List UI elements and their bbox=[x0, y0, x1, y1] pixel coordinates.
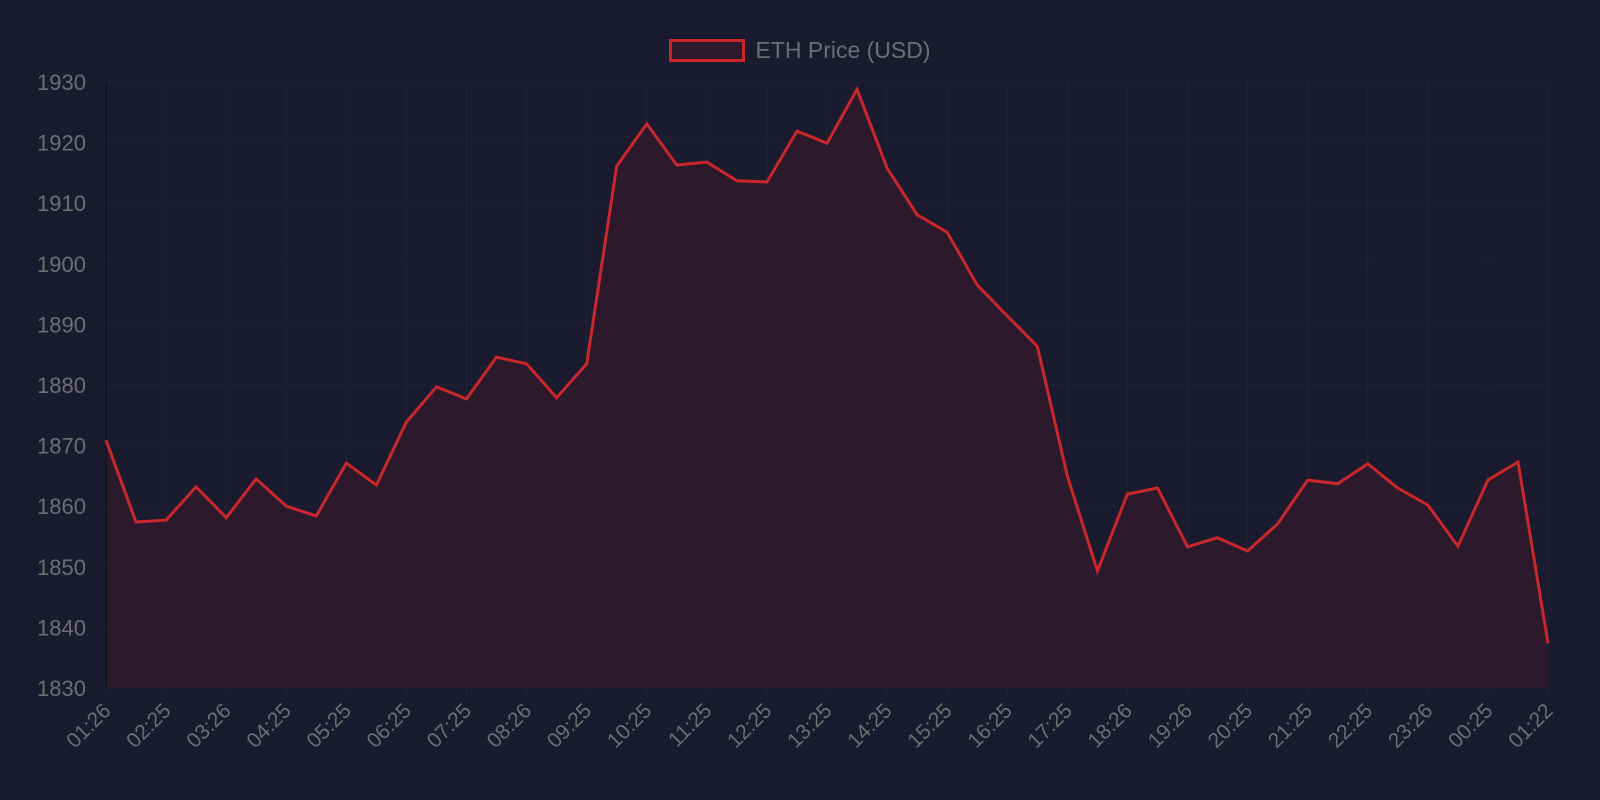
x-tick-label: 09:25 bbox=[543, 699, 596, 752]
price-area-fill bbox=[106, 89, 1548, 689]
legend-label: ETH Price (USD) bbox=[755, 37, 931, 63]
x-tick-label: 18:26 bbox=[1084, 699, 1137, 752]
x-tick-label: 16:25 bbox=[963, 699, 1016, 752]
x-tick-label: 17:25 bbox=[1023, 699, 1076, 752]
x-tick-label: 21:25 bbox=[1264, 699, 1317, 752]
x-tick-label: 01:26 bbox=[62, 699, 115, 752]
x-tick-label: 23:26 bbox=[1384, 699, 1437, 752]
chart-legend[interactable]: ETH Price (USD) bbox=[0, 37, 1600, 64]
x-tick-label: 12:25 bbox=[723, 699, 776, 752]
x-tick-label: 19:26 bbox=[1144, 699, 1197, 752]
y-tick-label: 1890 bbox=[37, 312, 86, 337]
x-tick-label: 20:25 bbox=[1204, 699, 1257, 752]
y-tick-label: 1880 bbox=[37, 373, 86, 398]
y-tick-label: 1860 bbox=[37, 494, 86, 519]
y-axis-ticks: 1930 1920 1910 1900 1890 1880 1870 1860 1850 1840… bbox=[37, 70, 86, 701]
y-tick-label: 1910 bbox=[37, 191, 86, 216]
x-tick-label: 08:26 bbox=[483, 699, 536, 752]
x-tick-label: 03:26 bbox=[182, 699, 235, 752]
x-tick-label: 15:25 bbox=[903, 699, 956, 752]
x-axis-ticks: 01:26 02:25 03:26 04:25 05:25 06:25 07:25 08:26… bbox=[62, 699, 1557, 752]
x-tick-label: 00:25 bbox=[1444, 699, 1497, 752]
x-tick-label: 04:25 bbox=[242, 699, 295, 752]
y-tick-label: 1930 bbox=[37, 70, 86, 95]
y-tick-label: 1870 bbox=[37, 434, 86, 459]
legend-swatch bbox=[669, 39, 746, 62]
x-tick-label: 01:22 bbox=[1504, 699, 1557, 752]
y-tick-label: 1900 bbox=[37, 252, 86, 277]
x-tick-label: 07:25 bbox=[423, 699, 476, 752]
x-tick-label: 13:25 bbox=[783, 699, 836, 752]
x-tick-label: 10:25 bbox=[603, 699, 656, 752]
price-line bbox=[104, 85, 1550, 644]
y-tick-label: 1830 bbox=[37, 676, 86, 701]
x-tick-label: 02:25 bbox=[122, 699, 175, 752]
x-tick-label: 05:25 bbox=[302, 699, 355, 752]
y-tick-label: 1920 bbox=[37, 131, 86, 156]
x-tick-label: 14:25 bbox=[843, 699, 896, 752]
x-tick-label: 06:25 bbox=[363, 699, 416, 752]
x-tick-label: 22:25 bbox=[1324, 699, 1377, 752]
y-tick-label: 1840 bbox=[37, 615, 86, 640]
y-tick-label: 1850 bbox=[37, 555, 86, 580]
x-tick-label: 11:25 bbox=[664, 699, 716, 751]
